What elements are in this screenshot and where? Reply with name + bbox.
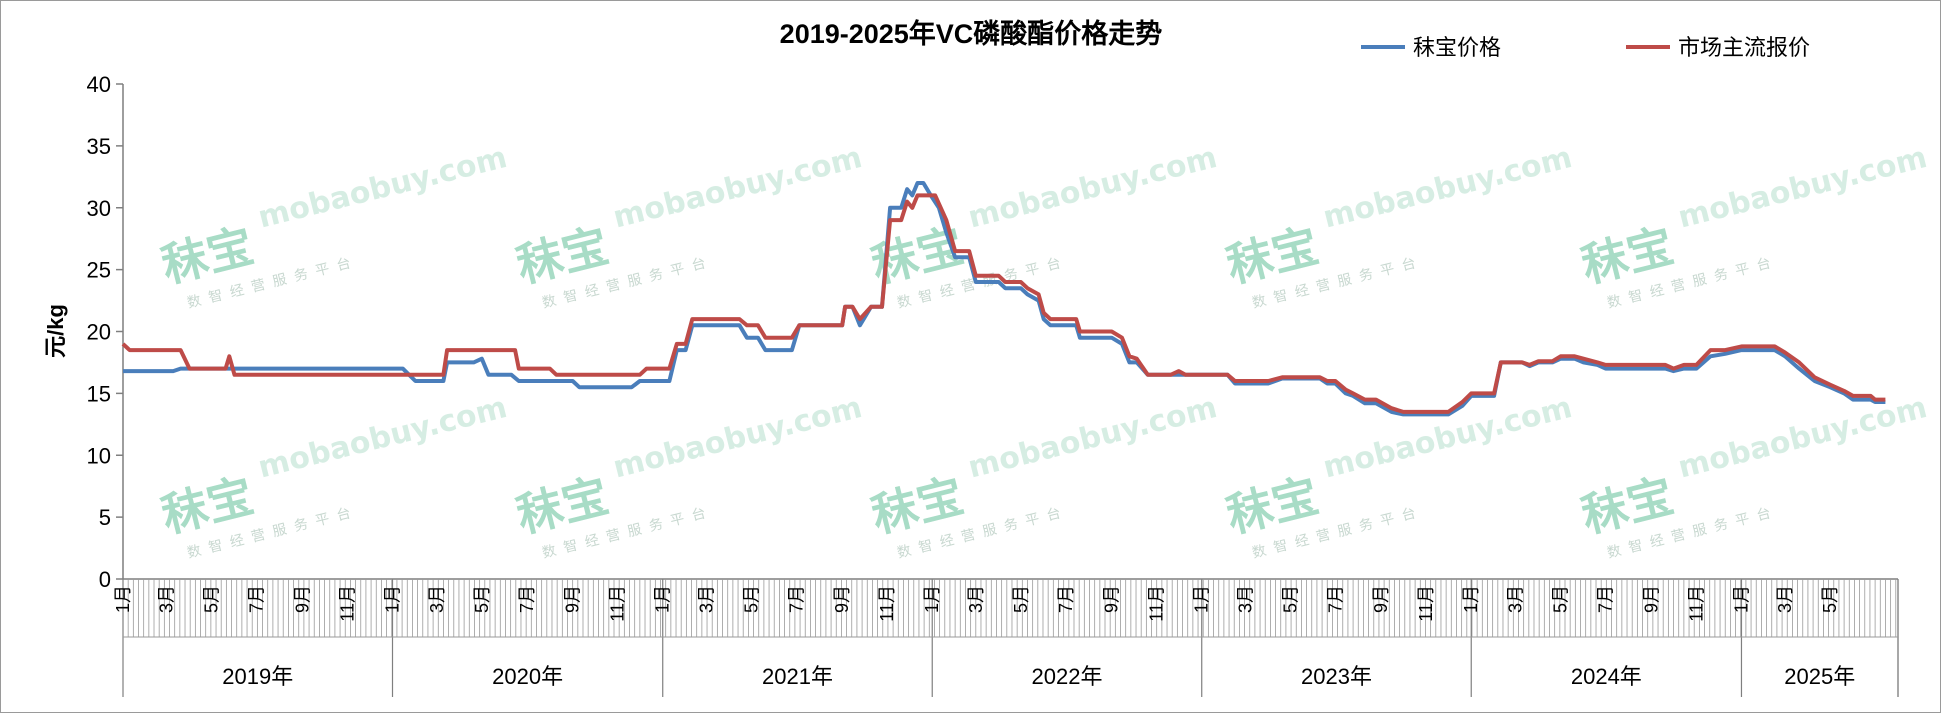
legend: 秣宝价格 市场主流报价 bbox=[1361, 35, 1810, 60]
watermark-url: mobaobuy.com bbox=[255, 140, 511, 236]
x-month-label: 1月 bbox=[1192, 585, 1212, 613]
x-month-label: 7月 bbox=[1596, 585, 1616, 613]
legend-label-2: 市场主流报价 bbox=[1678, 35, 1810, 60]
chart-title: 2019-2025年VC磷酸酯价格走势 bbox=[780, 18, 1163, 49]
x-month-label: 11月 bbox=[1686, 585, 1706, 622]
x-month-label: 5月 bbox=[741, 585, 761, 613]
x-month-label: 1月 bbox=[922, 585, 942, 613]
y-tick-label: 10 bbox=[87, 443, 111, 468]
x-month-label: 7月 bbox=[517, 585, 537, 613]
x-month-label: 11月 bbox=[1147, 585, 1167, 622]
x-month-label: 9月 bbox=[1641, 585, 1661, 613]
year-label: 2019年 bbox=[222, 664, 293, 689]
x-month-label: 5月 bbox=[1820, 585, 1840, 613]
x-month-label: 5月 bbox=[472, 585, 492, 613]
x-month-label: 3月 bbox=[696, 585, 716, 613]
year-label: 2021年 bbox=[762, 664, 833, 689]
x-month-label: 5月 bbox=[1551, 585, 1571, 613]
y-axis: 0 5 10 15 20 25 30 35 40 bbox=[87, 72, 124, 592]
x-month-label: 7月 bbox=[1056, 585, 1076, 613]
x-month-label: 3月 bbox=[427, 585, 447, 613]
series-line-2 bbox=[121, 193, 1886, 414]
x-month-label: 7月 bbox=[1325, 585, 1345, 613]
series-layer bbox=[121, 181, 1886, 417]
x-month-label: 11月 bbox=[877, 585, 897, 622]
y-tick-label: 20 bbox=[87, 320, 111, 345]
x-month-label: 3月 bbox=[157, 585, 177, 613]
y-tick-label: 30 bbox=[87, 196, 111, 221]
watermark-url: mobaobuy.com bbox=[965, 140, 1221, 236]
x-month-label: 5月 bbox=[1011, 585, 1031, 613]
y-tick-label: 5 bbox=[99, 505, 111, 530]
x-month-label: 9月 bbox=[563, 585, 583, 613]
x-month-label: 3月 bbox=[1235, 585, 1255, 613]
x-month-label: 3月 bbox=[966, 585, 986, 613]
y-axis-label: 元/kg bbox=[43, 304, 68, 358]
y-tick-label: 35 bbox=[87, 134, 111, 159]
watermark-url: mobaobuy.com bbox=[1675, 390, 1931, 486]
watermark-url: mobaobuy.com bbox=[1320, 390, 1576, 486]
watermark-url: mobaobuy.com bbox=[1675, 140, 1931, 236]
watermark-url: mobaobuy.com bbox=[1320, 140, 1576, 236]
x-month-label: 5月 bbox=[202, 585, 222, 613]
legend-label-1: 秣宝价格 bbox=[1413, 35, 1501, 60]
x-month-label: 9月 bbox=[832, 585, 852, 613]
watermark-url: mobaobuy.com bbox=[965, 390, 1221, 486]
x-month-label: 1月 bbox=[1461, 585, 1481, 613]
x-axis: 2019年 2020年 2021年 2022年 2023年 2024年 2025年 1月 3月 5… bbox=[113, 578, 1899, 697]
x-month-label: 5月 bbox=[1280, 585, 1300, 613]
x-month-label: 9月 bbox=[292, 585, 312, 613]
y-tick-label: 15 bbox=[87, 381, 111, 406]
x-month-label: 3月 bbox=[1775, 585, 1795, 613]
x-month-label: 11月 bbox=[337, 585, 357, 622]
x-month-label: 9月 bbox=[1371, 585, 1391, 613]
year-label: 2020年 bbox=[492, 664, 563, 689]
year-label: 2022年 bbox=[1032, 664, 1103, 689]
x-month-label: 11月 bbox=[1416, 585, 1436, 622]
x-month-label: 9月 bbox=[1102, 585, 1122, 613]
x-month-label: 1月 bbox=[113, 585, 133, 613]
y-tick-label: 0 bbox=[99, 567, 111, 592]
x-month-label: 3月 bbox=[1506, 585, 1526, 613]
x-month-label: 7月 bbox=[247, 585, 267, 613]
year-label: 2025年 bbox=[1784, 664, 1855, 689]
y-tick-label: 40 bbox=[87, 72, 111, 97]
watermark-url: mobaobuy.com bbox=[610, 390, 866, 486]
year-label: 2023年 bbox=[1301, 664, 1372, 689]
watermark-url: mobaobuy.com bbox=[255, 390, 511, 486]
x-month-label: 11月 bbox=[608, 585, 628, 622]
watermark-url: mobaobuy.com bbox=[610, 140, 866, 236]
y-tick-label: 25 bbox=[87, 258, 111, 283]
x-month-label: 1月 bbox=[1731, 585, 1751, 613]
x-month-label: 7月 bbox=[786, 585, 806, 613]
x-month-label: 1月 bbox=[382, 585, 402, 613]
x-month-label: 1月 bbox=[653, 585, 673, 613]
year-label: 2024年 bbox=[1571, 664, 1642, 689]
